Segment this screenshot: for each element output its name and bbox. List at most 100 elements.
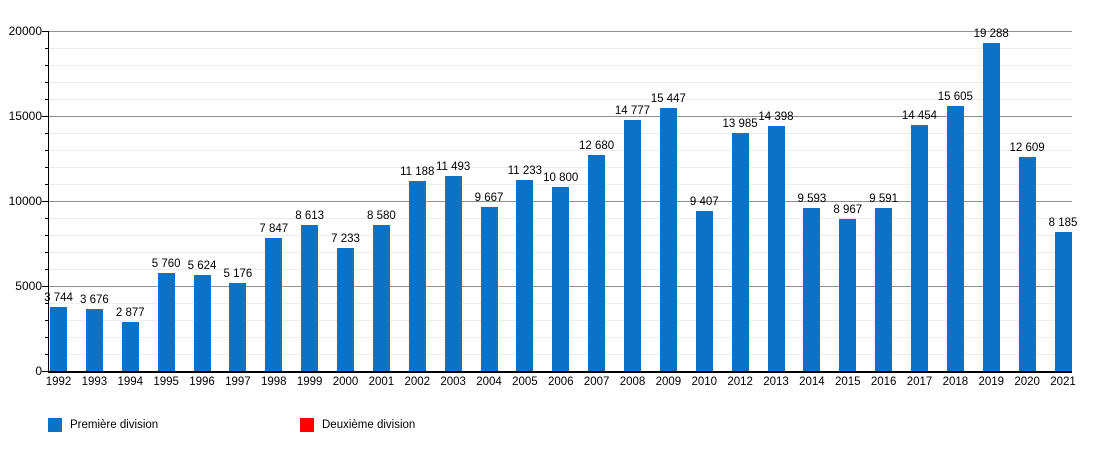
legend-item-premiere-division: Première division: [48, 412, 158, 438]
x-axis: [48, 371, 1072, 373]
bar: [50, 307, 67, 371]
y-axis-tick: [45, 167, 48, 168]
major-gridline: [48, 31, 1072, 32]
bar: [229, 283, 247, 371]
x-axis-label: 2006: [547, 376, 574, 388]
value-label: 13 985: [722, 118, 758, 131]
x-axis-label: 1993: [81, 376, 108, 388]
x-axis-label: 2019: [978, 376, 1005, 388]
value-label: 7 847: [259, 222, 289, 235]
legend-label-premiere-division: Première division: [70, 419, 159, 431]
bar: [767, 126, 785, 371]
x-axis-label: 1994: [117, 376, 144, 388]
bar: [1018, 156, 1036, 371]
bar: [480, 206, 498, 371]
value-label: 8 580: [366, 210, 396, 223]
y-axis-tick: [45, 218, 48, 219]
value-label: 8 613: [295, 209, 325, 222]
x-axis-label: 2017: [906, 376, 933, 388]
x-axis-label: 1996: [189, 376, 215, 388]
y-axis-tick: [45, 320, 48, 321]
legend-label-deuxieme-division: Deuxième division: [322, 419, 416, 431]
y-axis-tick: [42, 286, 48, 287]
minor-gridline: [48, 82, 1072, 83]
bar: [588, 155, 606, 371]
value-label: 7 233: [331, 233, 360, 246]
y-axis: [48, 31, 49, 371]
value-label: 5 176: [223, 268, 253, 280]
x-axis-label: 2000: [332, 376, 359, 388]
y-axis-tick: [45, 133, 48, 134]
value-label: 8 185: [1048, 216, 1078, 229]
bar: [624, 119, 641, 371]
y-axis-tick: [45, 184, 48, 185]
value-label: 12 680: [579, 140, 615, 153]
value-label: 2 877: [115, 307, 145, 320]
y-axis-tick: [45, 235, 48, 236]
bar: [875, 207, 893, 371]
value-label: 9 591: [869, 192, 899, 205]
x-axis-label: 1999: [296, 376, 323, 388]
value-label: 11 233: [507, 165, 543, 178]
bar: [301, 224, 319, 371]
bar: [946, 105, 964, 371]
bar: [911, 125, 928, 371]
x-axis-label: 1997: [225, 376, 251, 388]
x-axis-label: 2005: [512, 376, 538, 388]
bar: [552, 187, 570, 371]
bar: [839, 218, 857, 371]
value-label: 11 188: [400, 165, 435, 178]
bar: [337, 248, 354, 371]
value-label: 9 407: [689, 196, 719, 209]
x-axis-label: 2013: [763, 376, 789, 388]
value-label: 19 288: [973, 28, 1009, 41]
legend-item-deuxieme-division: Deuxième division: [300, 412, 415, 438]
y-axis-tick: [42, 201, 48, 202]
value-label: 14 777: [614, 104, 651, 117]
x-axis-label: 2009: [655, 376, 682, 388]
bar: [444, 175, 462, 371]
y-axis-tick: [42, 116, 48, 117]
value-label: 5 760: [151, 258, 181, 271]
value-label: 3 744: [44, 292, 73, 305]
value-label: 11 493: [435, 160, 471, 173]
x-axis-label: 2016: [870, 376, 897, 388]
y-axis-tick: [42, 371, 48, 372]
x-axis-label: 2021: [1050, 376, 1076, 388]
x-axis-label: 1998: [260, 376, 287, 388]
y-axis-tick: [45, 82, 48, 83]
bar: [372, 225, 390, 371]
x-axis-label: 2020: [1014, 376, 1040, 388]
bar: [85, 308, 103, 371]
minor-gridline: [48, 99, 1072, 100]
x-axis-label: 2012: [727, 376, 753, 388]
y-axis-label: 5000: [15, 279, 42, 293]
x-axis-label: 2015: [834, 376, 861, 388]
value-label: 3 676: [79, 293, 109, 306]
y-axis-label: 15000: [8, 109, 42, 123]
bar: [731, 133, 749, 371]
bar: [265, 237, 283, 371]
value-label: 9 593: [797, 192, 827, 205]
x-axis-label: 1995: [153, 376, 179, 388]
y-axis-tick: [45, 48, 48, 49]
bar: [982, 43, 1000, 371]
value-label: 14 454: [901, 110, 938, 123]
bar: [1054, 231, 1072, 371]
y-axis-tick: [45, 252, 48, 253]
x-axis-label: 2007: [583, 376, 610, 388]
x-axis-label: 2010: [691, 376, 718, 388]
y-axis-tick: [45, 303, 48, 304]
y-axis-tick: [45, 150, 48, 151]
legend-swatch-deuxieme-division: [300, 418, 314, 432]
value-label: 15 447: [650, 93, 686, 106]
bar: [516, 180, 534, 371]
y-axis-label: 10000: [8, 194, 42, 208]
minor-gridline: [48, 48, 1072, 49]
x-axis-label: 2001: [368, 376, 395, 388]
bar: [659, 108, 677, 371]
legend: Première division Deuxième division: [0, 412, 1100, 438]
value-label: 12 609: [1009, 141, 1045, 154]
x-axis-label: 2003: [440, 376, 466, 388]
